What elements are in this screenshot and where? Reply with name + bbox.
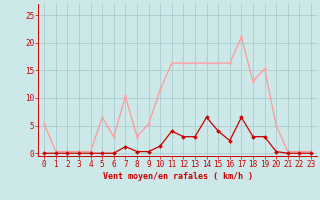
X-axis label: Vent moyen/en rafales ( km/h ): Vent moyen/en rafales ( km/h ): [103, 172, 252, 181]
